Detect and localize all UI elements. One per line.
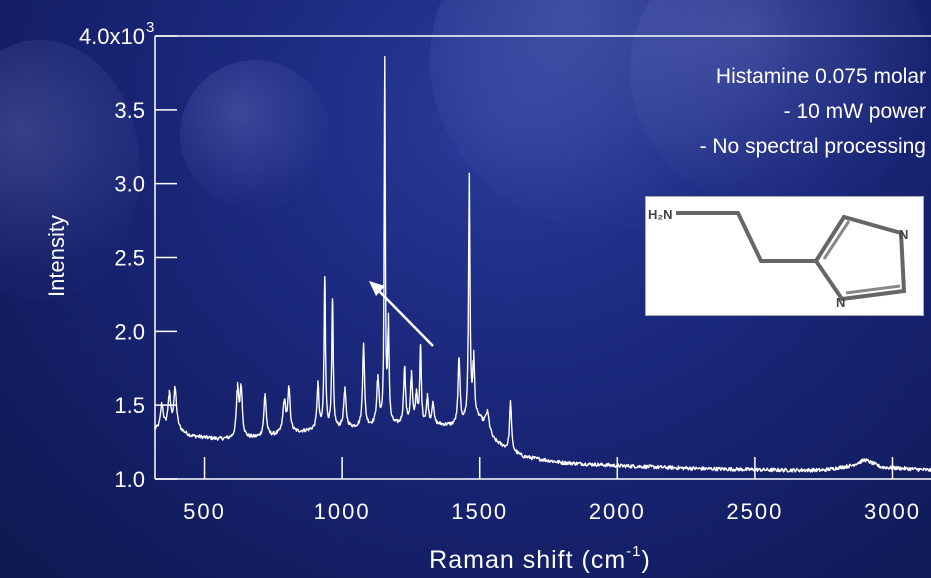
annotation-arrow	[376, 288, 434, 347]
x-tick-label: 2000	[589, 499, 646, 524]
x-tick-label: 1500	[451, 499, 508, 524]
x-tick-label: 1000	[314, 499, 371, 524]
histamine-structure-inset: H₂N N N	[645, 196, 924, 316]
background-bubble	[180, 60, 330, 210]
imidazole-ring	[814, 214, 907, 302]
y-axis-title: Intensity	[44, 215, 69, 297]
y-tick-label: 1.5	[114, 393, 145, 418]
annotation-arrowhead	[369, 281, 385, 296]
tick-labels: 1.0 1.5 2.0 2.5 3.0 3.5 4.0x10 3 500 1000 1500 2000…	[79, 19, 921, 524]
x-axis-title: Raman shift (cm-1)	[429, 543, 651, 574]
y-tick-label: 3.0	[114, 172, 145, 197]
y-tick-label: 2.5	[114, 246, 145, 271]
y-tick-label: 1.0	[114, 467, 145, 492]
ticks	[155, 35, 894, 480]
y-tick-label: 4.0x10	[79, 24, 145, 49]
ring-double-bond	[822, 220, 851, 260]
y-tick-exponent: 3	[146, 19, 154, 36]
amine-group-label: H₂N	[648, 207, 673, 222]
annotation-sample: Histamine 0.075 molar	[716, 65, 926, 88]
ring-nitrogen-label: N	[899, 227, 908, 242]
y-tick-label: 2.0	[114, 319, 145, 344]
annotation-power: - 10 mW power	[784, 100, 926, 123]
spectrum-line	[154, 56, 931, 473]
ethyl-chain	[676, 211, 816, 263]
x-tick-label: 2500	[726, 499, 783, 524]
x-tick-label: 3000	[864, 499, 921, 524]
ring-double-bond	[845, 284, 901, 295]
ring-nitrogen-label: N	[836, 295, 845, 310]
annotation-processing: - No spectral processing	[700, 135, 926, 158]
x-tick-label: 500	[183, 499, 226, 524]
histamine-structure-drawing: H₂N N N	[648, 207, 908, 310]
y-tick-label: 3.5	[114, 98, 145, 123]
